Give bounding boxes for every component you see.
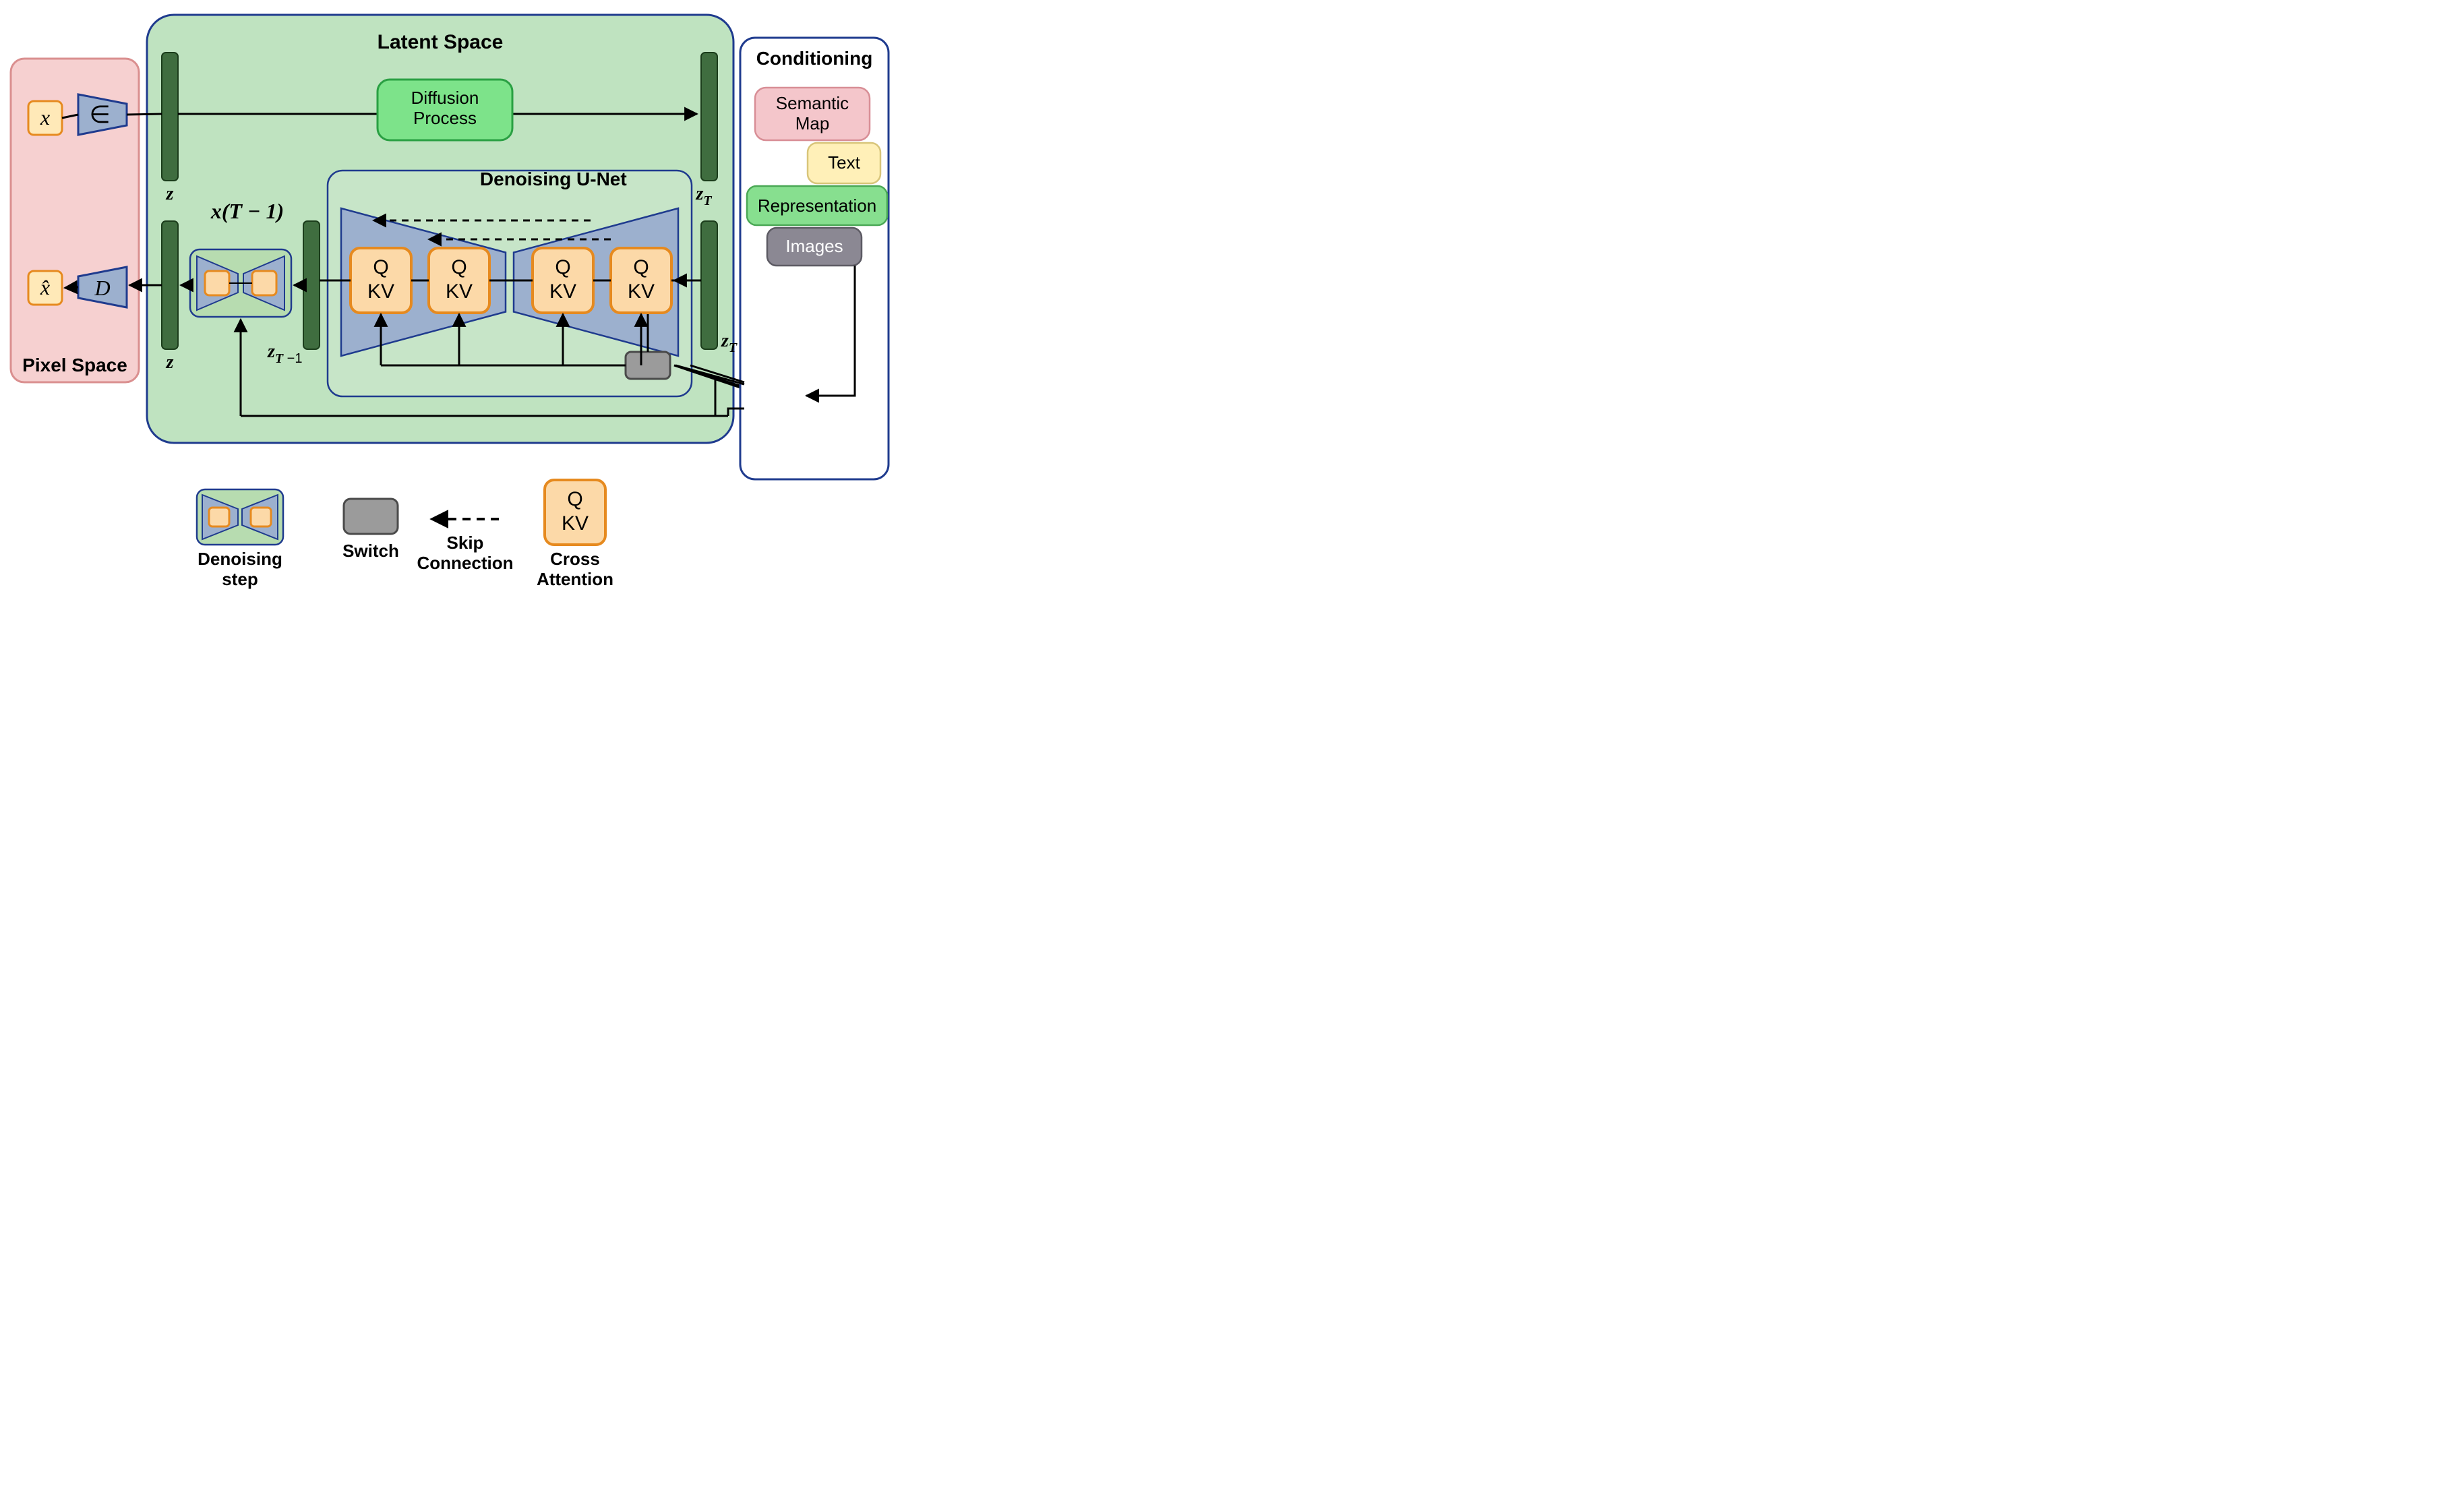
- legend-ministep-q1: [209, 508, 229, 526]
- ministep-qkv-2: [252, 271, 276, 295]
- switch-box: [626, 352, 670, 379]
- legend-switch-label: Switch: [342, 541, 399, 561]
- legend-kv: KV: [562, 512, 589, 535]
- legend-denoising-label: Denoisingstep: [198, 549, 282, 589]
- q-label-2: Q: [451, 256, 467, 278]
- conditioning-title: Conditioning: [756, 48, 873, 69]
- q-label-4: Q: [633, 256, 649, 278]
- decoder-label: D: [94, 276, 110, 300]
- legend-q: Q: [567, 488, 582, 510]
- legend-cross-label: CrossAttention: [537, 549, 613, 589]
- kv-label-4: KV: [628, 280, 655, 303]
- legend-ministep-q2: [251, 508, 271, 526]
- xhat-label: x̂: [40, 275, 50, 299]
- connector: [65, 287, 78, 288]
- x-label: x: [40, 105, 50, 129]
- connector: [127, 114, 162, 115]
- images-label: Images: [785, 236, 843, 256]
- zT-bar-top-right: [701, 53, 717, 181]
- z-bar-top-left: [162, 53, 178, 181]
- latent-bar-after-ministep: [303, 221, 320, 349]
- diffusion-process-label: DiffusionProcess: [411, 88, 479, 128]
- kv-label-2: KV: [446, 280, 473, 303]
- legend-switch-icon: [344, 499, 398, 534]
- denoising-unet-title: Denoising U-Net: [480, 169, 627, 189]
- latent-space-title: Latent Space: [378, 31, 504, 53]
- z-bar-mid-left: [162, 221, 178, 349]
- text-label: Text: [828, 152, 860, 173]
- ministep-qkv-1: [205, 271, 229, 295]
- encoder-label: ∈: [89, 101, 110, 128]
- xTm1-label: x(T − 1): [210, 199, 284, 223]
- legend-skip-label: SkipConnection: [417, 533, 514, 573]
- q-label-1: Q: [373, 256, 388, 278]
- kv-label-1: KV: [367, 280, 394, 303]
- zT-bar-mid-right: [701, 221, 717, 349]
- q-label-3: Q: [555, 256, 570, 278]
- z-label-top: z: [166, 183, 174, 204]
- representation-label: Representation: [758, 195, 876, 216]
- pixel-space-title: Pixel Space: [22, 355, 127, 375]
- z-label-mid: z: [166, 352, 174, 373]
- kv-label-3: KV: [549, 280, 576, 303]
